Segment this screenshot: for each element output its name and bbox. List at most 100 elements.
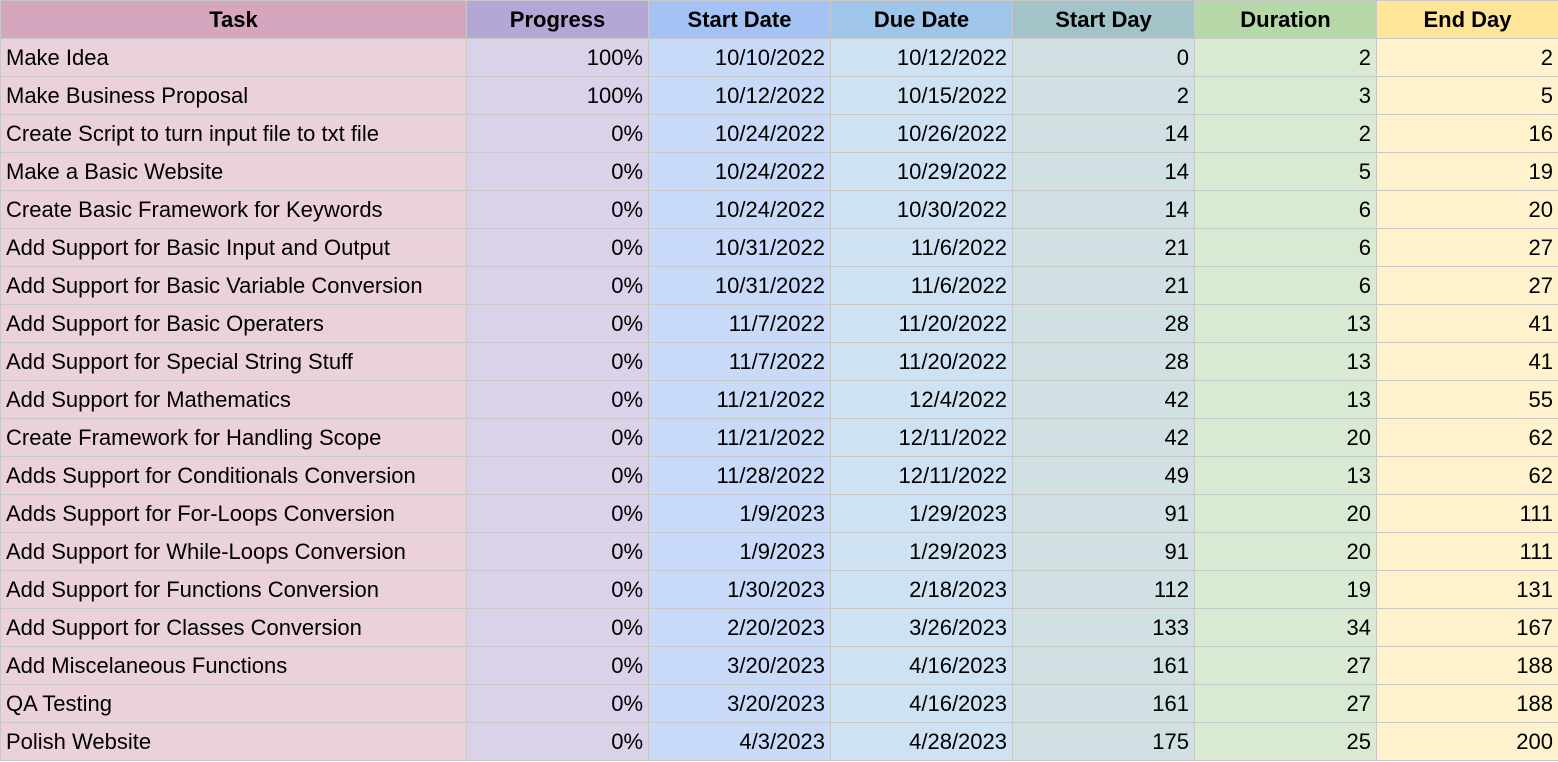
cell-start-date[interactable]: 1/30/2023 xyxy=(648,570,831,609)
cell-task[interactable]: Add Support for Special String Stuff xyxy=(0,342,467,381)
cell-start-date[interactable]: 10/24/2022 xyxy=(648,190,831,229)
cell-task[interactable]: Create Script to turn input file to txt … xyxy=(0,114,467,153)
cell-due-date[interactable]: 10/29/2022 xyxy=(830,152,1013,191)
cell-due-date[interactable]: 4/16/2023 xyxy=(830,646,1013,685)
header-start-day[interactable]: Start Day xyxy=(1012,0,1195,39)
header-end-day[interactable]: End Day xyxy=(1376,0,1558,39)
cell-end-day[interactable]: 188 xyxy=(1376,646,1558,685)
cell-progress[interactable]: 0% xyxy=(466,456,649,495)
cell-progress[interactable]: 100% xyxy=(466,76,649,115)
cell-end-day[interactable]: 62 xyxy=(1376,456,1558,495)
cell-start-date[interactable]: 3/20/2023 xyxy=(648,684,831,723)
cell-due-date[interactable]: 10/26/2022 xyxy=(830,114,1013,153)
cell-duration[interactable]: 2 xyxy=(1194,38,1377,77)
cell-end-day[interactable]: 27 xyxy=(1376,266,1558,305)
cell-due-date[interactable]: 1/29/2023 xyxy=(830,532,1013,571)
cell-duration[interactable]: 13 xyxy=(1194,304,1377,343)
cell-end-day[interactable]: 131 xyxy=(1376,570,1558,609)
cell-duration[interactable]: 19 xyxy=(1194,570,1377,609)
cell-start-date[interactable]: 3/20/2023 xyxy=(648,646,831,685)
cell-task[interactable]: Add Miscelaneous Functions xyxy=(0,646,467,685)
cell-end-day[interactable]: 55 xyxy=(1376,380,1558,419)
cell-task[interactable]: Add Support for Basic Variable Conversio… xyxy=(0,266,467,305)
cell-start-date[interactable]: 11/7/2022 xyxy=(648,304,831,343)
cell-task[interactable]: Add Support for Mathematics xyxy=(0,380,467,419)
cell-duration[interactable]: 2 xyxy=(1194,114,1377,153)
cell-end-day[interactable]: 111 xyxy=(1376,532,1558,571)
cell-due-date[interactable]: 11/6/2022 xyxy=(830,266,1013,305)
cell-start-day[interactable]: 21 xyxy=(1012,228,1195,267)
header-duration[interactable]: Duration xyxy=(1194,0,1377,39)
cell-progress[interactable]: 0% xyxy=(466,380,649,419)
cell-start-date[interactable]: 11/28/2022 xyxy=(648,456,831,495)
cell-task[interactable]: Add Support for Classes Conversion xyxy=(0,608,467,647)
cell-end-day[interactable]: 20 xyxy=(1376,190,1558,229)
cell-duration[interactable]: 6 xyxy=(1194,228,1377,267)
cell-start-date[interactable]: 2/20/2023 xyxy=(648,608,831,647)
cell-due-date[interactable]: 11/20/2022 xyxy=(830,342,1013,381)
cell-duration[interactable]: 20 xyxy=(1194,418,1377,457)
cell-start-date[interactable]: 11/7/2022 xyxy=(648,342,831,381)
cell-start-day[interactable]: 2 xyxy=(1012,76,1195,115)
cell-task[interactable]: Adds Support for Conditionals Conversion xyxy=(0,456,467,495)
cell-duration[interactable]: 20 xyxy=(1194,532,1377,571)
cell-progress[interactable]: 0% xyxy=(466,418,649,457)
cell-due-date[interactable]: 11/6/2022 xyxy=(830,228,1013,267)
cell-due-date[interactable]: 12/11/2022 xyxy=(830,418,1013,457)
cell-task[interactable]: Add Support for Basic Operaters xyxy=(0,304,467,343)
cell-task[interactable]: Polish Website xyxy=(0,722,467,761)
cell-duration[interactable]: 13 xyxy=(1194,456,1377,495)
cell-end-day[interactable]: 41 xyxy=(1376,342,1558,381)
cell-task[interactable]: Make Business Proposal xyxy=(0,76,467,115)
cell-end-day[interactable]: 2 xyxy=(1376,38,1558,77)
cell-due-date[interactable]: 1/29/2023 xyxy=(830,494,1013,533)
cell-task[interactable]: QA Testing xyxy=(0,684,467,723)
cell-start-day[interactable]: 133 xyxy=(1012,608,1195,647)
cell-progress[interactable]: 0% xyxy=(466,114,649,153)
cell-start-day[interactable]: 161 xyxy=(1012,646,1195,685)
cell-duration[interactable]: 13 xyxy=(1194,380,1377,419)
cell-start-day[interactable]: 91 xyxy=(1012,494,1195,533)
cell-progress[interactable]: 0% xyxy=(466,228,649,267)
cell-due-date[interactable]: 10/15/2022 xyxy=(830,76,1013,115)
cell-task[interactable]: Create Framework for Handling Scope xyxy=(0,418,467,457)
cell-start-date[interactable]: 11/21/2022 xyxy=(648,418,831,457)
cell-task[interactable]: Create Basic Framework for Keywords xyxy=(0,190,467,229)
cell-duration[interactable]: 6 xyxy=(1194,266,1377,305)
cell-duration[interactable]: 6 xyxy=(1194,190,1377,229)
cell-start-day[interactable]: 49 xyxy=(1012,456,1195,495)
cell-due-date[interactable]: 3/26/2023 xyxy=(830,608,1013,647)
cell-start-day[interactable]: 14 xyxy=(1012,114,1195,153)
cell-task[interactable]: Add Support for While-Loops Conversion xyxy=(0,532,467,571)
cell-start-day[interactable]: 112 xyxy=(1012,570,1195,609)
cell-start-date[interactable]: 10/31/2022 xyxy=(648,228,831,267)
cell-start-date[interactable]: 1/9/2023 xyxy=(648,532,831,571)
cell-progress[interactable]: 0% xyxy=(466,190,649,229)
cell-end-day[interactable]: 27 xyxy=(1376,228,1558,267)
cell-progress[interactable]: 0% xyxy=(466,532,649,571)
cell-end-day[interactable]: 16 xyxy=(1376,114,1558,153)
cell-start-date[interactable]: 1/9/2023 xyxy=(648,494,831,533)
cell-task[interactable]: Make Idea xyxy=(0,38,467,77)
cell-due-date[interactable]: 12/11/2022 xyxy=(830,456,1013,495)
cell-start-date[interactable]: 10/24/2022 xyxy=(648,114,831,153)
cell-start-day[interactable]: 14 xyxy=(1012,190,1195,229)
cell-task[interactable]: Make a Basic Website xyxy=(0,152,467,191)
header-task[interactable]: Task xyxy=(0,0,467,39)
cell-due-date[interactable]: 12/4/2022 xyxy=(830,380,1013,419)
cell-progress[interactable]: 0% xyxy=(466,152,649,191)
cell-start-day[interactable]: 42 xyxy=(1012,418,1195,457)
cell-end-day[interactable]: 188 xyxy=(1376,684,1558,723)
cell-progress[interactable]: 0% xyxy=(466,570,649,609)
cell-progress[interactable]: 0% xyxy=(466,608,649,647)
cell-due-date[interactable]: 4/28/2023 xyxy=(830,722,1013,761)
cell-due-date[interactable]: 4/16/2023 xyxy=(830,684,1013,723)
cell-end-day[interactable]: 62 xyxy=(1376,418,1558,457)
cell-progress[interactable]: 0% xyxy=(466,646,649,685)
cell-start-day[interactable]: 175 xyxy=(1012,722,1195,761)
cell-progress[interactable]: 0% xyxy=(466,494,649,533)
cell-start-day[interactable]: 0 xyxy=(1012,38,1195,77)
cell-duration[interactable]: 27 xyxy=(1194,646,1377,685)
cell-start-day[interactable]: 161 xyxy=(1012,684,1195,723)
cell-start-day[interactable]: 14 xyxy=(1012,152,1195,191)
